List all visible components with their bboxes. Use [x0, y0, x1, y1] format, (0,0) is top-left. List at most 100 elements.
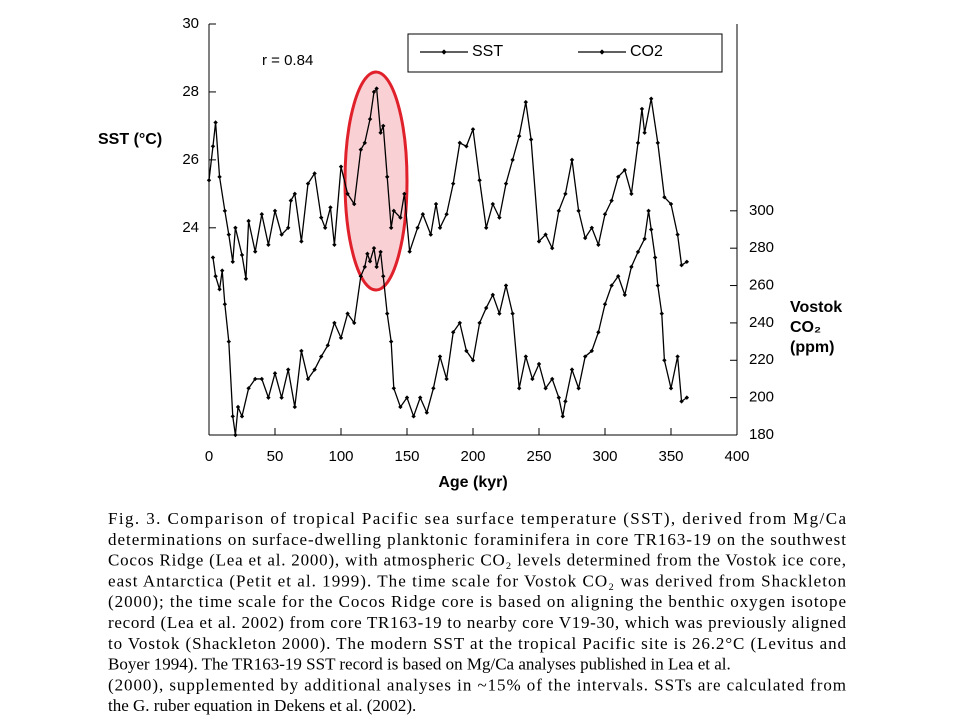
caption-line: east Antarctica (Petit et al. 1999). The…	[108, 571, 847, 590]
series-point	[556, 395, 561, 400]
series-point	[404, 395, 410, 400]
caption-line: (2000); the time scale for the Cocos Rid…	[108, 592, 846, 611]
series-point	[679, 399, 684, 404]
x-tick-label: 350	[658, 448, 683, 465]
series-point	[596, 330, 601, 335]
series-point	[299, 239, 304, 244]
series-point	[345, 191, 350, 197]
series-point	[332, 320, 337, 326]
series-point	[428, 232, 433, 237]
legend-marker	[441, 49, 447, 55]
series-point	[305, 181, 311, 186]
series-point	[292, 191, 297, 197]
series-point	[312, 171, 317, 176]
series-point	[362, 264, 367, 270]
series-point	[325, 343, 330, 348]
series-point	[556, 208, 561, 214]
series-point	[457, 320, 462, 326]
series-point	[322, 225, 328, 231]
series-point	[646, 208, 651, 214]
legend-marker	[599, 49, 605, 55]
series-point	[457, 140, 462, 146]
series-point	[470, 127, 476, 132]
series-point	[378, 130, 383, 135]
series-line	[208, 86, 688, 279]
series-point	[437, 354, 443, 359]
y-tick-label: 28	[182, 83, 199, 100]
series-point	[239, 252, 245, 258]
series-point	[510, 157, 515, 163]
series-point	[655, 283, 660, 288]
x-tick-label: 0	[205, 448, 213, 465]
y-tick-label: 26	[182, 151, 199, 168]
y2-tick-label: 200	[749, 389, 774, 406]
series-point	[684, 395, 690, 400]
series-point	[497, 215, 502, 220]
series-point	[279, 232, 284, 237]
series-point	[563, 399, 568, 404]
series-point	[230, 259, 235, 264]
series-point	[662, 195, 667, 200]
y2-tick-label: 240	[749, 314, 774, 331]
series-point	[402, 191, 407, 197]
series-point	[230, 414, 235, 419]
x-tick-label: 400	[724, 448, 749, 465]
series-point	[528, 137, 534, 142]
series-point	[338, 164, 344, 169]
series-point	[362, 140, 367, 146]
series-point	[635, 140, 641, 146]
series-point	[616, 274, 621, 279]
y2-tick-label: 300	[749, 202, 774, 219]
series-point	[510, 311, 515, 316]
series-point	[418, 395, 423, 400]
series-point	[609, 198, 614, 203]
series-point	[365, 251, 370, 256]
y2-axis-label: CO₂	[790, 319, 821, 336]
series-point	[543, 386, 548, 391]
series-line	[212, 210, 688, 436]
series-point	[484, 225, 489, 231]
y-tick-label: 24	[182, 219, 199, 236]
series-point	[266, 242, 271, 247]
series-point	[378, 249, 383, 255]
series-point	[217, 174, 222, 180]
series-point	[286, 367, 291, 372]
series-point	[543, 232, 548, 237]
series-point	[675, 354, 680, 359]
legend-label: CO2	[630, 43, 663, 60]
series-point	[411, 414, 416, 419]
series-point	[385, 174, 390, 180]
y-axis-label: SST (°C)	[98, 131, 162, 148]
series-point	[292, 404, 297, 410]
series-point	[560, 414, 565, 419]
series-point	[305, 376, 311, 382]
series-point	[569, 367, 575, 372]
series-point	[635, 249, 641, 255]
series-point	[253, 249, 258, 254]
annotation: r = 0.84	[262, 52, 313, 69]
series-point	[222, 302, 228, 307]
caption-line: the G. ruber equation in Dekens et al. (…	[108, 696, 416, 715]
series-point	[523, 354, 528, 359]
series-point	[398, 404, 403, 410]
series-point	[569, 157, 575, 163]
series-point	[622, 167, 627, 173]
series-point	[629, 191, 634, 197]
caption-line: determinations on surface-dwelling plank…	[108, 530, 846, 549]
series-point	[589, 225, 594, 231]
series-point	[583, 354, 588, 359]
y2-tick-label: 220	[749, 351, 774, 368]
series-point	[662, 358, 667, 363]
series-point	[367, 259, 373, 264]
series-point	[266, 395, 271, 400]
series-point	[272, 371, 278, 376]
series-point	[451, 181, 456, 186]
series-point	[451, 330, 456, 335]
series-point	[388, 339, 394, 344]
series-point	[679, 262, 684, 268]
series-point	[210, 144, 216, 149]
series-point	[536, 239, 542, 244]
series-point	[583, 235, 588, 241]
series-point	[444, 376, 449, 382]
